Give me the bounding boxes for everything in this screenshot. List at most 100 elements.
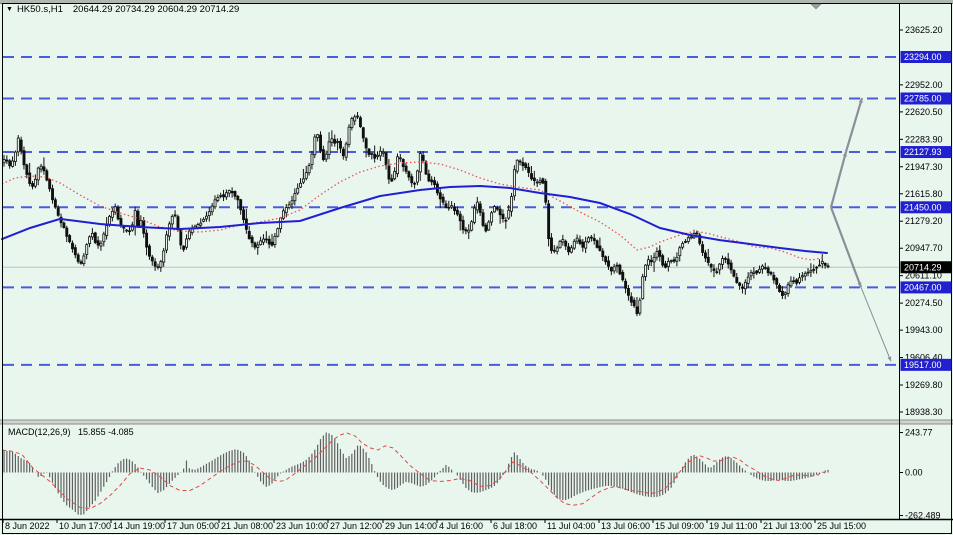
candle-body — [327, 141, 331, 155]
candle-body — [79, 261, 83, 264]
candle-body — [53, 199, 57, 208]
candle-body — [284, 207, 288, 214]
candle-body — [353, 116, 357, 122]
time-axis-label: 21 Jul 13:00 — [763, 521, 812, 531]
candle-body — [641, 276, 645, 300]
level-price-badge-text: 23294.00 — [904, 52, 942, 62]
candle-body — [139, 219, 143, 227]
candle-body — [493, 206, 496, 213]
time-axis-label: 6 Jul 18:00 — [493, 521, 537, 531]
candle-body — [210, 205, 214, 213]
trend-arrow-line[interactable] — [860, 286, 892, 362]
candle-body — [512, 169, 516, 197]
candle-body — [467, 229, 471, 233]
candle-body — [815, 266, 819, 269]
price-axis-label: 22283.90 — [905, 134, 943, 144]
candle-body — [595, 240, 599, 248]
trend-arrow-line[interactable] — [829, 206, 863, 288]
candle-body — [695, 232, 699, 235]
candle-body — [664, 263, 667, 268]
candle-body — [800, 275, 804, 278]
symbol-period-label: HK50.s,H1 — [16, 4, 63, 15]
symbol-menu-icon[interactable]: ▼ — [6, 6, 13, 13]
candle-body — [521, 162, 525, 166]
candle-body — [173, 214, 177, 217]
candle-body — [165, 234, 169, 251]
candle-body — [182, 245, 186, 250]
level-price-badge-text: 22785.00 — [904, 93, 942, 103]
candle-body — [42, 166, 46, 172]
current-price-badge — [900, 261, 952, 274]
time-axis-label: 4 Jul 16:00 — [439, 521, 483, 531]
trend-arrow-line[interactable] — [844, 97, 864, 153]
price-axis-label: 22620.50 — [905, 107, 943, 117]
candle-body — [738, 282, 742, 286]
price-axis-label: 19269.80 — [905, 380, 943, 390]
candle-body — [675, 256, 679, 262]
candle-body — [185, 238, 188, 248]
time-axis[interactable]: 8 Jun 2022 10 Jun 17:00 14 Jun 19:00 17 Jun… — [2, 519, 866, 532]
candle-body — [339, 140, 342, 149]
candle-body — [438, 192, 442, 200]
candle-body — [766, 267, 770, 274]
candle-body — [96, 240, 100, 246]
candle-body — [2, 159, 6, 164]
time-axis-label: 8 Jun 2022 — [5, 521, 50, 531]
candle-body — [48, 179, 52, 190]
candle-body — [698, 234, 702, 244]
candle-body — [242, 209, 246, 221]
candle-body — [82, 255, 86, 265]
candle-body — [341, 148, 345, 157]
current-price-badge-text: 20714.29 — [904, 262, 942, 272]
candle-body — [655, 251, 659, 258]
candle-body — [233, 191, 237, 197]
candle-body — [524, 163, 528, 169]
candle-body — [270, 241, 274, 246]
candle-body — [219, 195, 223, 197]
candle-body — [88, 236, 92, 244]
price-axis[interactable]: 23625.20 22952.00 22620.50 22283.90 21947.30… — [899, 25, 952, 521]
candle-body — [818, 264, 821, 267]
candle-body — [723, 258, 727, 260]
candle-body — [179, 229, 183, 246]
time-axis-label: 21 Jun 08:00 — [221, 521, 273, 531]
candle-body — [473, 207, 476, 223]
candle-body — [552, 249, 556, 252]
candle-body — [267, 238, 271, 245]
candle-body — [615, 264, 619, 267]
candle-body — [313, 136, 317, 156]
candle-body — [68, 235, 72, 243]
candle-body — [783, 292, 787, 295]
candle-body — [464, 229, 468, 232]
candle-body — [572, 240, 576, 249]
candle-body — [390, 178, 394, 182]
candle-body — [247, 230, 251, 240]
trend-arrow-line[interactable] — [829, 151, 848, 208]
candle-body — [398, 157, 402, 160]
pane-divider[interactable] — [0, 420, 953, 424]
candle-body — [367, 148, 371, 155]
candle-body — [715, 271, 719, 273]
chart-shift-marker[interactable] — [810, 3, 822, 10]
candle-body — [666, 260, 670, 267]
candle-body — [618, 264, 622, 275]
candle-body — [167, 223, 171, 237]
candle-body — [458, 213, 462, 222]
candle-body — [105, 225, 109, 236]
candle-body — [638, 299, 642, 314]
candle-body — [706, 256, 710, 263]
candle-body — [279, 217, 283, 230]
candle-body — [761, 265, 764, 270]
price-axis-label: 19606.40 — [905, 353, 943, 363]
arrowhead-icon — [857, 282, 862, 288]
candle-body — [649, 259, 653, 263]
candle-body — [293, 193, 297, 202]
time-axis-label: 10 Jun 17:00 — [59, 521, 111, 531]
candle-body — [609, 266, 613, 272]
level-price-badge — [900, 146, 952, 159]
candle-body — [350, 118, 354, 129]
ohlc-readout: 20644.29 20734.29 20604.29 20714.29 — [72, 4, 240, 15]
candle-body — [530, 173, 533, 180]
candle-body — [85, 244, 89, 255]
